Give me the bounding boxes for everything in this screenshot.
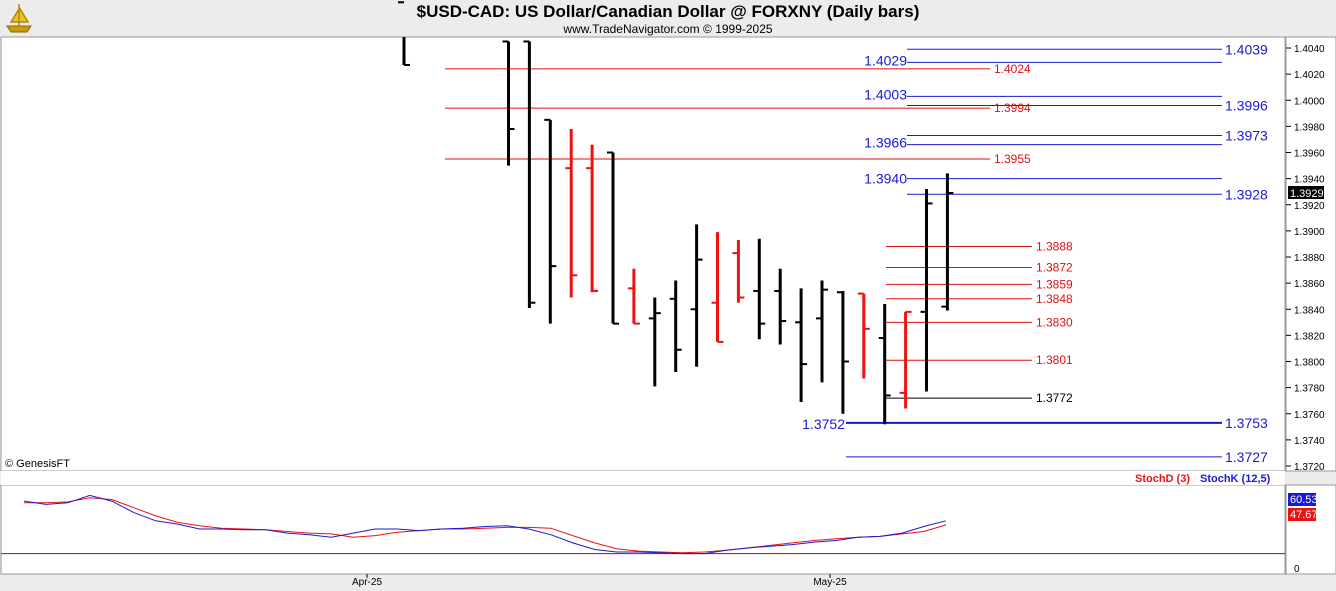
- ohlc-bar: [711, 232, 724, 343]
- y-tick-label: 1.3980: [1294, 122, 1325, 133]
- stochk-legend: StochK (12,5): [1200, 473, 1271, 485]
- red-level-label: 1.3830: [1036, 315, 1073, 329]
- y-tick-label: 1.3960: [1294, 149, 1325, 160]
- stochd-legend: StochD (3): [1135, 473, 1190, 485]
- blue-level-label: 1.3752: [802, 416, 845, 432]
- stochastic-legend-strip: [1, 471, 1285, 485]
- blue-level-label: 1.3928: [1225, 186, 1268, 202]
- blue-level-label: 1.3940: [864, 171, 907, 187]
- stochastic-panel: [0, 484, 1286, 575]
- last-price-badge: [1288, 185, 1324, 199]
- red-level-label: 1.3872: [1036, 260, 1073, 274]
- ohlc-bar: [627, 268, 640, 325]
- ohlc-bar: [753, 238, 766, 340]
- ohlc-bar: [836, 290, 849, 414]
- ship-logo-icon: [4, 2, 34, 34]
- level-lines: 1.4039 1.4029 1.4003 1.3996 1.3973 1.3966 1.39…: [445, 41, 1268, 465]
- blue-level-label: 1.4003: [864, 86, 907, 102]
- ohlc-bar: [816, 280, 828, 383]
- stoch-axis-zero: 0: [1294, 564, 1300, 575]
- ohlc-bar: [732, 240, 745, 303]
- ohlc-bar: [878, 304, 891, 425]
- y-tick-label: 1.3900: [1294, 227, 1325, 238]
- blue-level-label: 1.4029: [864, 52, 907, 68]
- chart-header: $USD-CAD: US Dollar/Canadian Dollar @ FO…: [0, 0, 1336, 37]
- stochd-value: 47.67: [1290, 509, 1318, 521]
- y-tick-label: 1.3920: [1294, 201, 1325, 212]
- y-tick-label: 1.3760: [1294, 410, 1325, 421]
- price-panel: [0, 36, 1286, 472]
- y-tick-label: 1.3820: [1294, 331, 1325, 342]
- red-level-label: 1.3994: [994, 101, 1031, 115]
- chart-title: $USD-CAD: US Dollar/Canadian Dollar @ FO…: [416, 2, 920, 21]
- y-tick-label: 1.3840: [1294, 305, 1325, 316]
- watermark: © GenesisFT: [5, 458, 70, 470]
- y-tick-label: 1.3720: [1294, 462, 1325, 473]
- red-level-label: 1.4024: [994, 62, 1031, 76]
- stochk-line: [23, 494, 947, 555]
- x-tick-label: May-25: [813, 577, 847, 588]
- y-tick-label: 1.4040: [1294, 44, 1325, 55]
- y-tick-label: 1.3860: [1294, 279, 1325, 290]
- ohlc-bar: [690, 224, 703, 367]
- y-tick-label: 1.4020: [1294, 70, 1325, 81]
- y-tick-label: 1.3740: [1294, 436, 1325, 447]
- ohlc-bar: [607, 151, 619, 325]
- blue-level-label: 1.4039: [1225, 41, 1268, 57]
- red-level-label: 1.3859: [1036, 277, 1073, 291]
- date-axis: Apr-25 May-25: [352, 574, 847, 588]
- x-tick-label: Apr-25: [352, 577, 382, 588]
- ohlc-bar: [398, 1, 410, 66]
- red-level-label: 1.3888: [1036, 240, 1073, 254]
- stochd-line: [24, 497, 947, 554]
- stochk-badge: [1288, 493, 1316, 506]
- ohlc-bar: [586, 144, 599, 293]
- stochk-value: 60.53: [1290, 494, 1318, 506]
- ohlc-bar: [857, 292, 870, 379]
- y-tick-label: 1.3800: [1294, 358, 1325, 369]
- ohlc-bar: [648, 297, 661, 387]
- ohlc-bar: [774, 268, 787, 345]
- blue-level-label: 1.3996: [1225, 97, 1268, 113]
- red-level-label: 1.3801: [1036, 353, 1073, 367]
- ohlc-bar: [502, 40, 515, 166]
- ohlc-bar: [544, 118, 557, 324]
- stochastic-lines: [1, 494, 1285, 555]
- copyright-text: www.TradeNavigator.com © 1999-2025: [563, 22, 773, 36]
- blue-level-label: 1.3727: [1225, 449, 1268, 465]
- y-tick-label: 1.3880: [1294, 253, 1325, 264]
- price-axis-ticks: 1.4040 1.4020 1.4000 1.3980 1.3960 1.3940 1.39…: [1286, 44, 1325, 473]
- y-tick-label: 1.3940: [1294, 175, 1325, 186]
- ohlc-bar: [899, 310, 912, 409]
- ohlc-bar: [941, 173, 954, 311]
- blue-level-label: 1.3753: [1225, 415, 1268, 431]
- ohlc-bar: [920, 189, 933, 392]
- last-price-label: 1.3929: [1290, 188, 1324, 200]
- price-bars: [398, 1, 954, 425]
- ohlc-bar: [669, 280, 682, 372]
- ohlc-bar: [795, 288, 808, 402]
- y-tick-label: 1.4000: [1294, 96, 1325, 107]
- price-axis: [1285, 36, 1336, 472]
- blue-level-label: 1.3973: [1225, 128, 1268, 144]
- stochd-badge: [1288, 508, 1316, 521]
- ohlc-bar: [523, 40, 536, 308]
- blue-level-label: 1.3966: [864, 135, 907, 151]
- ohlc-bar: [565, 128, 578, 298]
- red-level-label: 1.3848: [1036, 292, 1073, 306]
- y-tick-label: 1.3780: [1294, 384, 1325, 395]
- black-level-label: 1.3772: [1036, 391, 1073, 405]
- red-level-label: 1.3955: [994, 152, 1031, 166]
